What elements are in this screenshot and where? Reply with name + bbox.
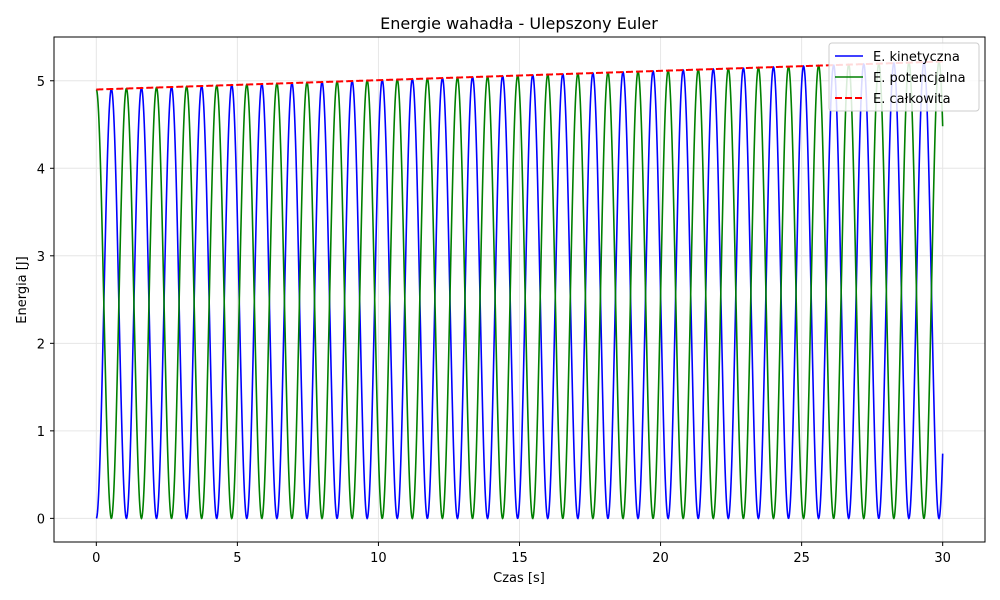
- series-line-potential: [95, 60, 944, 520]
- series-line-total: [96, 60, 943, 91]
- legend-label-potential: E. potencjalna: [873, 71, 966, 86]
- series-layer: [95, 60, 944, 520]
- x-tick-label: 10: [370, 551, 387, 566]
- legend-label-total: E. całkowita: [873, 92, 951, 107]
- grid: [54, 37, 985, 542]
- x-tick-label: 15: [511, 551, 528, 566]
- legend-label-kinetic: E. kinetyczna: [873, 50, 960, 65]
- x-tick-label: 0: [92, 551, 100, 566]
- y-axis-label: Energia [J]: [15, 256, 30, 324]
- x-axis-label: Czas [s]: [493, 571, 545, 586]
- x-tick-label: 25: [793, 551, 810, 566]
- x-tick-label: 20: [652, 551, 669, 566]
- y-tick-label: 5: [37, 75, 45, 90]
- y-tick-label: 4: [37, 162, 45, 177]
- x-tick-label: 5: [233, 551, 241, 566]
- legend: E. kinetyczna E. potencjalna E. całkowita: [828, 42, 980, 112]
- y-tick-label: 2: [37, 337, 45, 352]
- y-axis: 0 1 2 3 4 5: [37, 75, 54, 527]
- x-axis: 0 5 10 15 20 25 30: [92, 542, 951, 566]
- x-tick-label: 30: [934, 551, 951, 566]
- y-tick-label: 3: [37, 250, 45, 265]
- chart-title: Energie wahadła - Ulepszony Euler: [380, 14, 658, 33]
- series-line-kinetic: [95, 61, 944, 520]
- legend-box: [828, 42, 980, 112]
- y-tick-label: 0: [37, 512, 45, 527]
- y-tick-label: 1: [37, 425, 45, 440]
